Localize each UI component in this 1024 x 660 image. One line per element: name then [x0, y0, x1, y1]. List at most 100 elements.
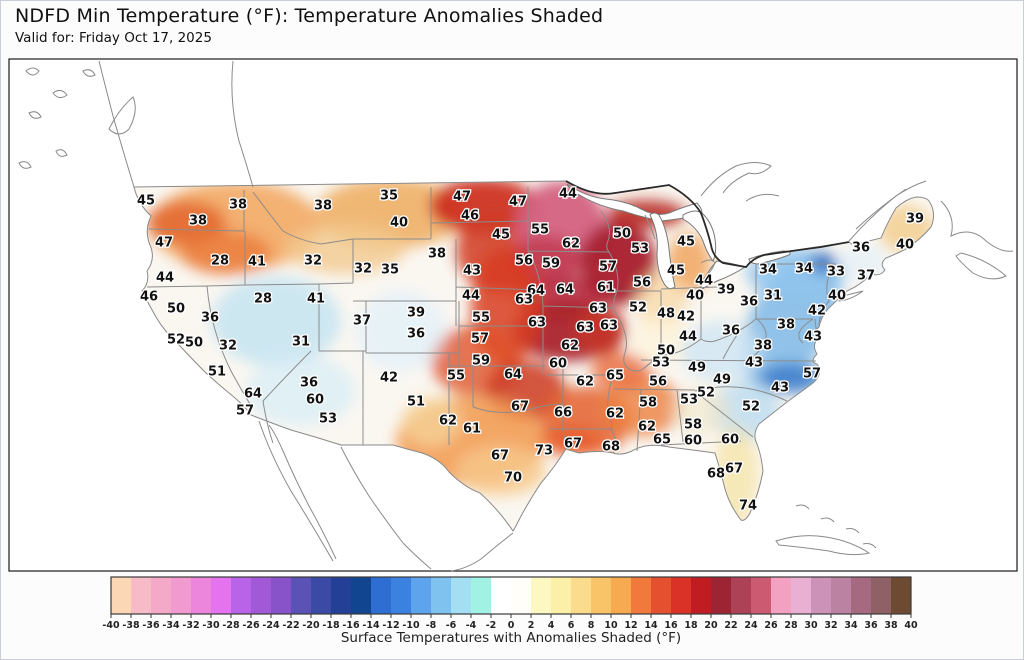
temp-value-label: 47 [509, 195, 527, 210]
temp-value-label: 61 [463, 422, 481, 437]
colorbar-cell [391, 577, 411, 614]
colorbar-tick-label: -4 [466, 620, 477, 631]
temp-value-label: 68 [707, 467, 725, 482]
colorbar-tick-label: -22 [282, 620, 299, 631]
colorbar-tick-label: -32 [182, 620, 199, 631]
temp-value-label: 28 [211, 254, 229, 269]
colorbar-tick-label: 20 [704, 620, 718, 631]
colorbar-tick-label: 2 [528, 620, 535, 631]
colorbar-tick-label: -20 [302, 620, 320, 631]
colorbar-cell [751, 577, 771, 614]
colorbar-cell [471, 577, 491, 614]
temp-value-label: 65 [606, 369, 624, 384]
temp-value-label: 55 [531, 223, 549, 238]
temp-value-label: 74 [739, 499, 757, 514]
colorbar-tick-label: 38 [884, 620, 898, 631]
colorbar-tick-label: -26 [242, 620, 260, 631]
temp-value-label: 38 [314, 199, 332, 214]
temp-value-label: 38 [754, 339, 772, 354]
great-lakes [566, 183, 791, 293]
temp-value-label: 46 [140, 290, 158, 305]
temp-value-label: 53 [680, 393, 698, 408]
colorbar-cell [411, 577, 431, 614]
colorbar-tick-label: 6 [568, 620, 575, 631]
temp-value-label: 38 [189, 214, 207, 229]
colorbar-tick-label: -28 [222, 620, 240, 631]
colorbar-tick-label: -14 [362, 620, 380, 631]
colorbar-tick-label: -36 [142, 620, 160, 631]
temp-value-label: 49 [713, 373, 731, 388]
temp-value-label: 56 [515, 254, 533, 269]
temp-value-label: 36 [407, 327, 425, 342]
temp-value-label: 32 [304, 254, 322, 269]
page-title: NDFD Min Temperature (°F): Temperature A… [15, 5, 604, 27]
colorbar-cell [211, 577, 231, 614]
temp-value-label: 53 [631, 242, 649, 257]
titlebar: NDFD Min Temperature (°F): Temperature A… [15, 5, 603, 46]
colorbar-cell [171, 577, 191, 614]
temp-value-label: 45 [677, 235, 695, 250]
temp-value-label: 57 [471, 332, 489, 347]
colorbar-cell [671, 577, 691, 614]
colorbar-tick-label: -16 [342, 620, 360, 631]
colorbar-tick-label: 22 [724, 620, 737, 631]
colorbar-tick-label: 10 [604, 620, 618, 631]
colorbar-tick-label: -12 [382, 620, 399, 631]
colorbar-cell [611, 577, 631, 614]
temp-value-label: 60 [684, 434, 702, 449]
colorbar-cell [791, 577, 811, 614]
colorbar-cell [431, 577, 451, 614]
temp-value-label: 28 [254, 292, 272, 307]
colorbar-tick-label: 4 [548, 620, 555, 631]
colorbar-cell [831, 577, 851, 614]
temp-value-label: 43 [463, 264, 481, 279]
colorbar-tick-label: -24 [262, 620, 280, 631]
temp-value-label: 66 [554, 406, 572, 421]
temp-value-label: 36 [300, 376, 318, 391]
temp-value-label: 36 [852, 241, 870, 256]
colorbar-cell [291, 577, 311, 614]
temp-value-label: 63 [589, 302, 607, 317]
temp-value-label: 51 [407, 395, 425, 410]
temp-value-label: 59 [472, 354, 490, 369]
colorbar-cell [491, 577, 511, 614]
colorbar-tick-label: -2 [486, 620, 497, 631]
temp-value-label: 38 [229, 198, 247, 213]
temp-value-label: 35 [381, 263, 399, 278]
temp-value-label: 52 [742, 400, 760, 415]
temp-value-label: 49 [688, 361, 706, 376]
colorbar-cell [371, 577, 391, 614]
temp-value-label: 57 [236, 404, 254, 419]
colorbar-cell [191, 577, 211, 614]
temp-value-label: 60 [549, 357, 567, 372]
colorbar-cell [131, 577, 151, 614]
temp-value-label: 37 [857, 269, 875, 284]
colorbar-cell [571, 577, 591, 614]
lake-huron [682, 210, 717, 262]
coastlines [18, 60, 1014, 572]
temp-value-label: 31 [292, 335, 310, 350]
colorbar-cell [151, 577, 171, 614]
temp-value-label: 50 [613, 227, 631, 242]
colorbar-cell [631, 577, 651, 614]
temp-value-label: 38 [428, 247, 446, 262]
valid-date: Valid for: Friday Oct 17, 2025 [15, 30, 212, 46]
temp-value-label: 44 [559, 187, 577, 202]
colorbar-tick-label: -8 [426, 620, 437, 631]
temp-value-label: 44 [462, 289, 480, 304]
temp-value-label: 56 [649, 375, 667, 390]
temp-value-label: 63 [528, 316, 546, 331]
colorbar-tick-label: -38 [122, 620, 140, 631]
temp-value-label: 62 [439, 414, 457, 429]
temp-value-label: 52 [697, 386, 715, 401]
temp-value-label: 44 [156, 271, 174, 286]
temp-value-label: 53 [319, 412, 337, 427]
colorbar-tick-label: 36 [864, 620, 878, 631]
temp-value-label: 62 [561, 339, 579, 354]
colorbar-tick-label: 14 [644, 620, 658, 631]
temp-value-label: 67 [491, 449, 509, 464]
colorbar-cell [111, 577, 131, 614]
colorbar-cell [351, 577, 371, 614]
